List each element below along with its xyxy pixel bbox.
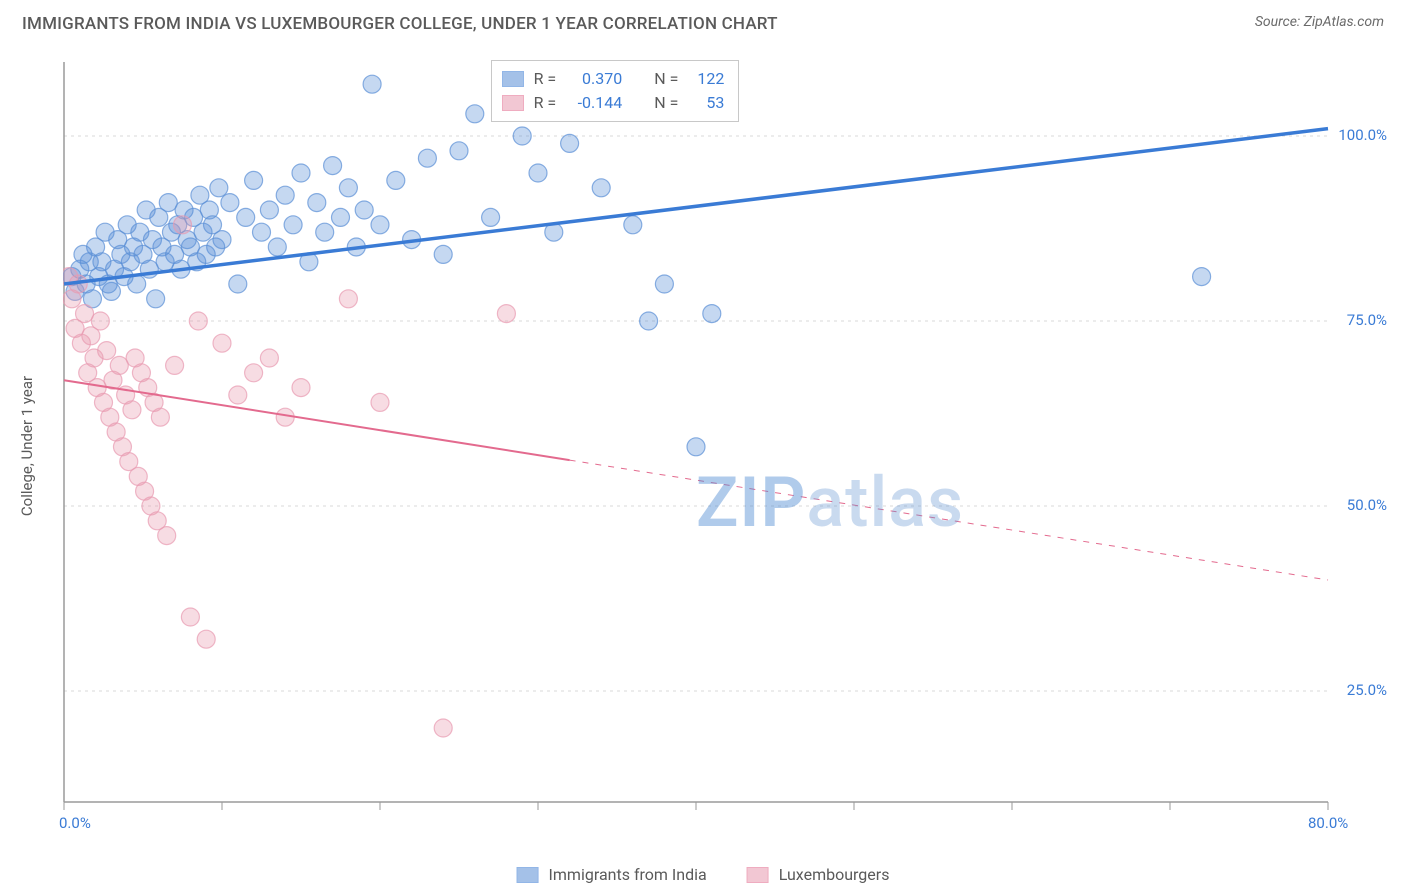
- data-point: [292, 379, 310, 397]
- n-label: N =: [654, 67, 678, 91]
- data-point: [308, 194, 326, 212]
- data-point: [91, 312, 109, 330]
- data-point: [363, 75, 381, 93]
- legend-label-india: Immigrants from India: [549, 865, 707, 884]
- data-point: [213, 231, 231, 249]
- source-prefix: Source:: [1255, 14, 1304, 30]
- y-axis-title: College, Under 1 year: [18, 376, 36, 516]
- data-point: [284, 216, 302, 234]
- data-point: [640, 312, 658, 330]
- data-point: [245, 171, 263, 189]
- scatter-chart: [63, 56, 1383, 836]
- data-point: [237, 208, 255, 226]
- x-tick-label: 0.0%: [59, 814, 91, 832]
- data-point: [210, 179, 228, 197]
- legend-item-india: Immigrants from India: [517, 865, 707, 884]
- data-point: [655, 275, 673, 293]
- data-point: [260, 201, 278, 219]
- r-value: 0.370: [566, 67, 622, 91]
- trend-line: [64, 129, 1328, 284]
- legend-swatch-india: [517, 867, 539, 883]
- data-point: [276, 408, 294, 426]
- data-point: [497, 305, 515, 323]
- data-point: [151, 408, 169, 426]
- data-point: [703, 305, 721, 323]
- data-point: [529, 164, 547, 182]
- data-point: [276, 186, 294, 204]
- data-point: [332, 208, 350, 226]
- trend-line: [64, 380, 570, 460]
- data-point: [158, 527, 176, 545]
- data-point: [221, 194, 239, 212]
- data-point: [147, 290, 165, 308]
- data-point: [166, 356, 184, 374]
- data-point: [561, 134, 579, 152]
- plot-area: ZIPatlas R = 0.370 N = 122 R = -0.144 N …: [63, 56, 1383, 836]
- data-point: [197, 630, 215, 648]
- data-point: [260, 349, 278, 367]
- data-point: [213, 334, 231, 352]
- data-point: [513, 127, 531, 145]
- stat-swatch: [502, 71, 524, 87]
- y-tick-label: 100.0%: [1338, 126, 1387, 144]
- data-point: [245, 364, 263, 382]
- data-point: [324, 157, 342, 175]
- data-point: [102, 282, 120, 300]
- r-label: R =: [534, 91, 557, 115]
- data-point: [128, 275, 146, 293]
- data-point: [174, 216, 192, 234]
- data-point: [189, 312, 207, 330]
- data-point: [229, 275, 247, 293]
- data-point: [371, 393, 389, 411]
- data-point: [592, 179, 610, 197]
- data-point: [687, 438, 705, 456]
- data-point: [434, 245, 452, 263]
- source-link[interactable]: ZipAtlas.com: [1304, 14, 1384, 30]
- r-label: R =: [534, 67, 557, 91]
- legend-swatch-luxembourg: [747, 867, 769, 883]
- stat-row: R = -0.144 N = 53: [502, 91, 725, 115]
- data-point: [355, 201, 373, 219]
- data-point: [1193, 268, 1211, 286]
- trend-line-extrapolated: [570, 460, 1328, 580]
- y-tick-label: 50.0%: [1347, 496, 1387, 514]
- n-value: 122: [688, 67, 724, 91]
- x-tick-label: 80.0%: [1308, 814, 1348, 832]
- n-value: 53: [688, 91, 724, 115]
- r-value: -0.144: [566, 91, 622, 115]
- y-tick-label: 75.0%: [1347, 311, 1387, 329]
- data-point: [339, 290, 357, 308]
- bottom-legend: Immigrants from India Luxembourgers: [517, 865, 890, 884]
- legend-item-luxembourg: Luxembourgers: [747, 865, 890, 884]
- data-point: [339, 179, 357, 197]
- n-label: N =: [654, 91, 678, 115]
- correlation-stats-box: R = 0.370 N = 122 R = -0.144 N = 53: [491, 60, 740, 122]
- data-point: [292, 164, 310, 182]
- data-point: [229, 386, 247, 404]
- data-point: [268, 238, 286, 256]
- data-point: [624, 216, 642, 234]
- data-point: [466, 105, 484, 123]
- data-point: [387, 171, 405, 189]
- data-point: [482, 208, 500, 226]
- source-attribution: Source: ZipAtlas.com: [1255, 14, 1384, 30]
- data-point: [434, 719, 452, 737]
- data-point: [123, 401, 141, 419]
- y-tick-label: 25.0%: [1347, 681, 1387, 699]
- data-point: [181, 608, 199, 626]
- chart-container: College, Under 1 year ZIPatlas R = 0.370…: [45, 56, 1385, 836]
- legend-label-luxembourg: Luxembourgers: [779, 865, 890, 884]
- data-point: [450, 142, 468, 160]
- data-point: [371, 216, 389, 234]
- data-point: [98, 342, 116, 360]
- chart-title: IMMIGRANTS FROM INDIA VS LUXEMBOURGER CO…: [22, 14, 778, 34]
- data-point: [253, 223, 271, 241]
- stat-swatch: [502, 95, 524, 111]
- data-point: [316, 223, 334, 241]
- header: IMMIGRANTS FROM INDIA VS LUXEMBOURGER CO…: [0, 0, 1406, 42]
- data-point: [418, 149, 436, 167]
- stat-row: R = 0.370 N = 122: [502, 67, 725, 91]
